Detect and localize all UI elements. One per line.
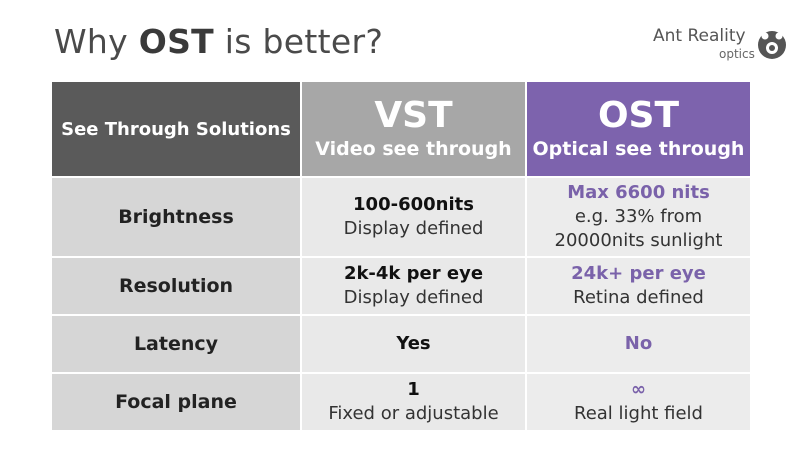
cell-vst-brightness: 100-600nits Display defined (300, 176, 527, 258)
cell-vst-focal-plane: 1 Fixed or adjustable (300, 372, 527, 432)
cell-ost-brightness: Max 6600 nits e.g. 33% from 20000nits su… (525, 176, 752, 258)
table-row: Brightness 100-600nits Display defined M… (50, 176, 752, 258)
ost-value: 24k+ per eye (571, 263, 706, 284)
header-ost-full: Optical see through (532, 138, 745, 160)
header-ost: OST Optical see through (525, 80, 752, 178)
cell-ost-focal-plane: ∞ Real light field (525, 372, 752, 432)
vst-value: 2k-4k per eye (343, 263, 484, 284)
cell-ost-resolution: 24k+ per eye Retina defined (525, 256, 752, 316)
ost-value: No (624, 333, 653, 354)
header-vst-abbr: VST (374, 95, 453, 136)
table-row: Latency Yes No (50, 314, 752, 374)
vst-value: Yes (396, 333, 431, 354)
ost-note-line1: e.g. 33% from (574, 206, 703, 227)
row-label-brightness: Brightness (50, 176, 302, 258)
table-row: Resolution 2k-4k per eye Display defined… (50, 256, 752, 316)
vst-note: Fixed or adjustable (328, 403, 499, 424)
cell-vst-resolution: 2k-4k per eye Display defined (300, 256, 527, 316)
table-row: Focal plane 1 Fixed or adjustable ∞ Real… (50, 372, 752, 432)
vst-value: 100-600nits (353, 194, 474, 215)
logo-sub: optics (719, 47, 755, 61)
header-solutions: See Through Solutions (50, 80, 302, 178)
row-label-focal-plane: Focal plane (50, 372, 302, 432)
title-prefix: Why (54, 22, 139, 61)
ost-value: ∞ (631, 379, 646, 400)
row-label-latency: Latency (50, 314, 302, 374)
slide-title: Why OST is better? (54, 22, 383, 61)
vst-value: 1 (407, 379, 420, 400)
title-suffix: is better? (214, 22, 384, 61)
company-logo: Ant Reality optics (653, 26, 788, 66)
header-vst-full: Video see through (315, 138, 512, 160)
title-highlight: OST (138, 22, 214, 61)
header-vst: VST Video see through (300, 80, 527, 178)
logo-name: Ant Reality (653, 26, 746, 46)
comparison-table: See Through Solutions VST Video see thro… (50, 80, 752, 432)
vst-note: Display defined (343, 287, 484, 308)
header-row: See Through Solutions VST Video see thro… (50, 80, 752, 178)
ant-reality-logo-icon (758, 31, 786, 59)
ost-note: Retina defined (573, 287, 704, 308)
ost-note-line2: 20000nits sunlight (554, 230, 723, 251)
header-ost-abbr: OST (597, 95, 680, 136)
ost-note: Real light field (574, 403, 703, 424)
ost-value: Max 6600 nits (567, 182, 710, 203)
cell-vst-latency: Yes (300, 314, 527, 374)
cell-ost-latency: No (525, 314, 752, 374)
row-label-resolution: Resolution (50, 256, 302, 316)
vst-note: Display defined (343, 218, 484, 239)
